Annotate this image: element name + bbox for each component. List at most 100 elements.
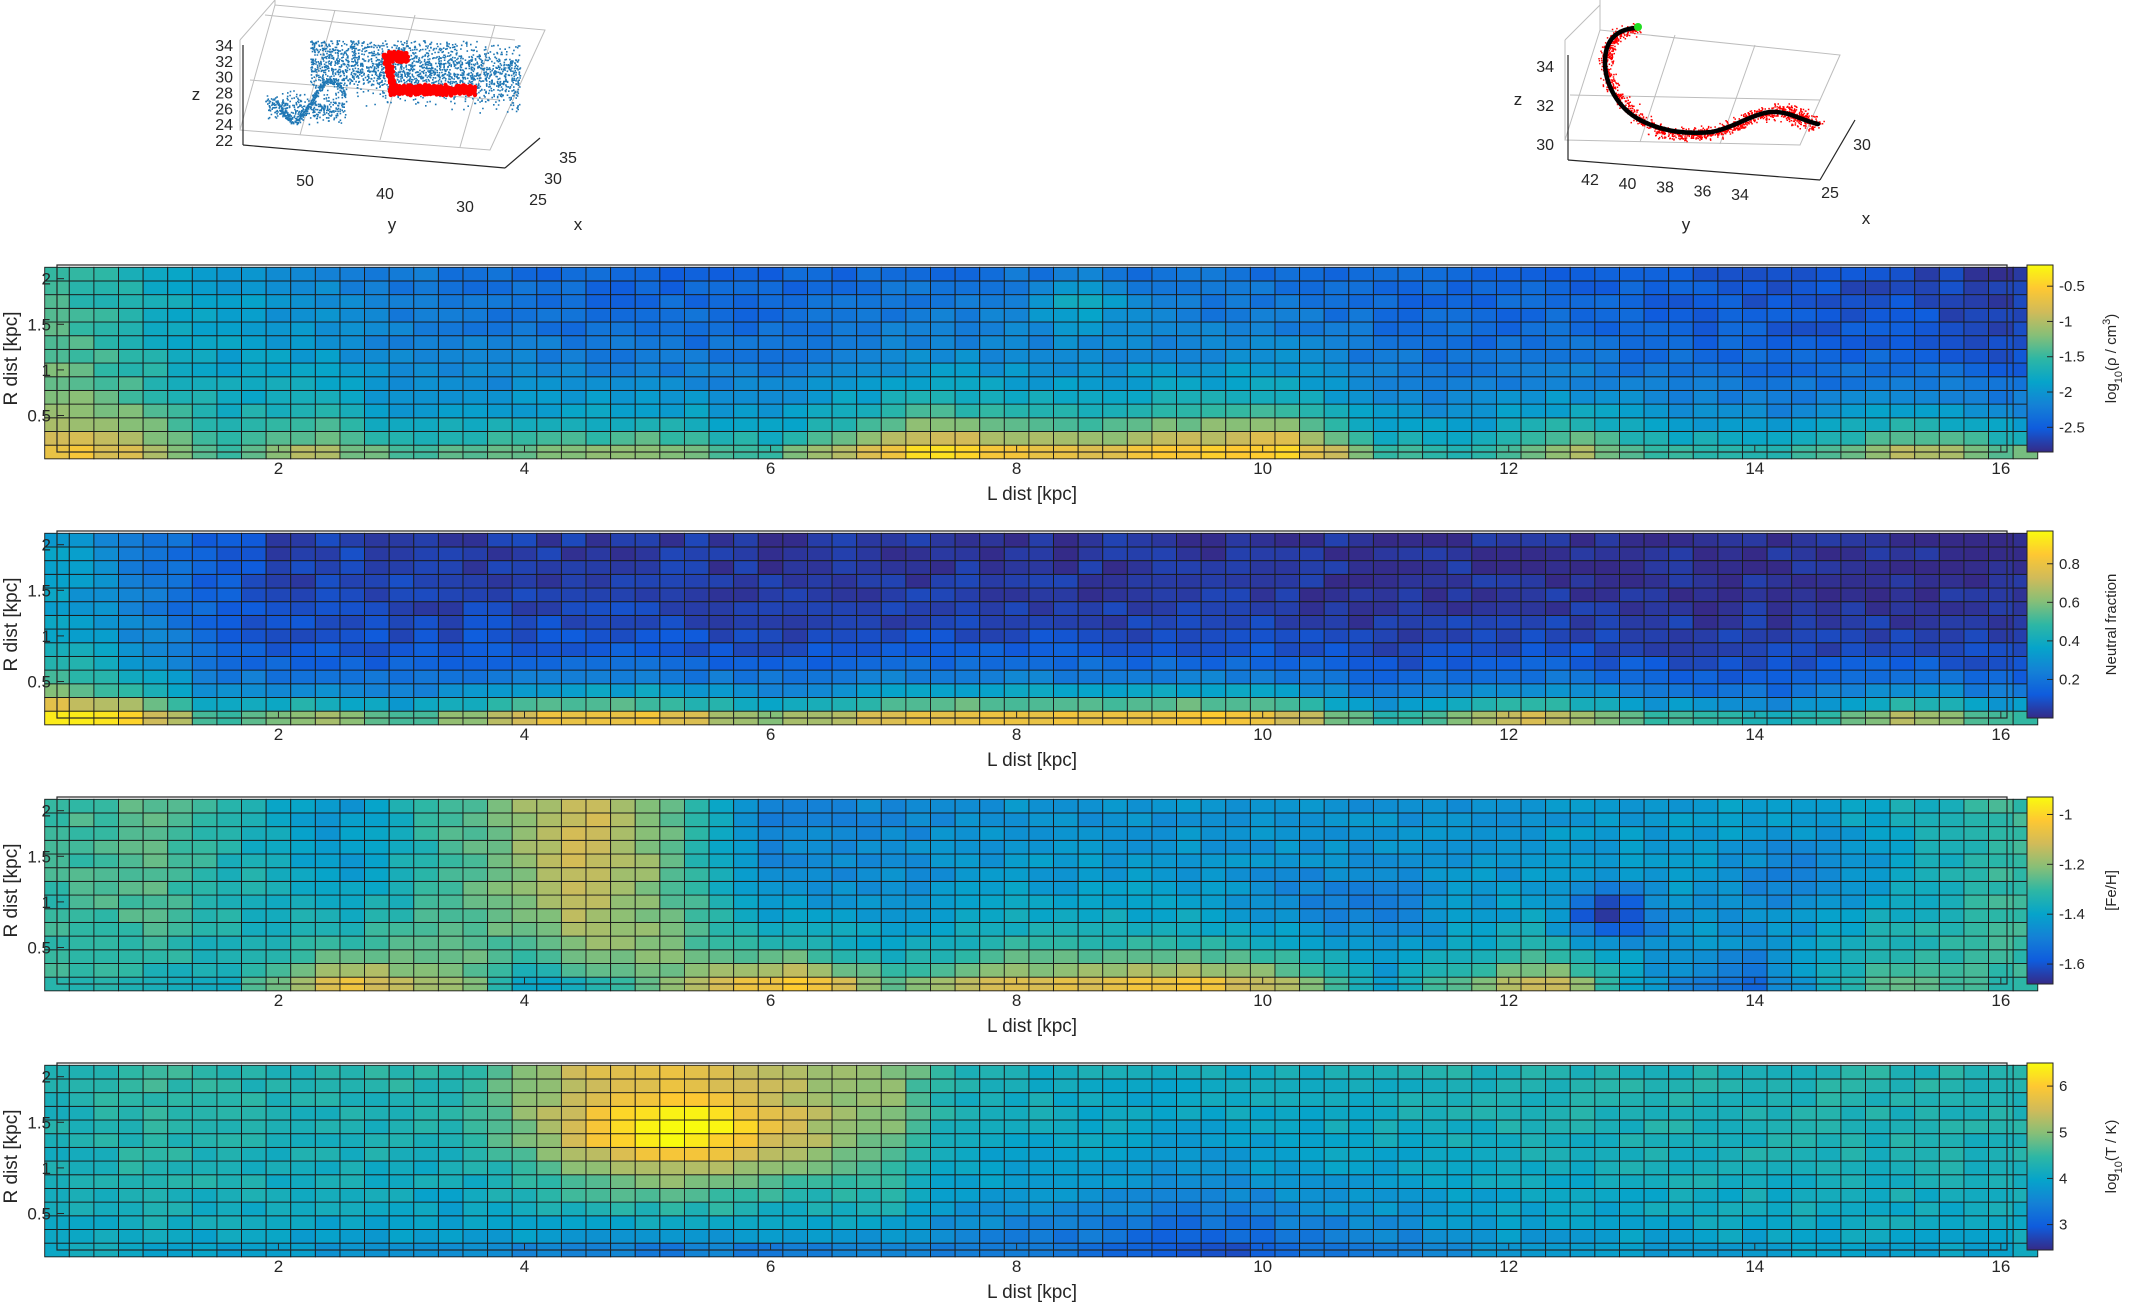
heatmap-cell <box>511 587 538 603</box>
heatmap-cell <box>1938 280 1965 296</box>
heatmap-cell <box>68 812 95 828</box>
heatmap-cell <box>364 1187 390 1203</box>
heatmap-cell <box>1889 560 1916 575</box>
x-tick-label: 4 <box>520 725 529 744</box>
heatmap-cell <box>1569 1092 1596 1107</box>
heatmap-cell <box>1865 362 1891 378</box>
heatmap-cell <box>462 655 489 671</box>
heatmap-cell <box>68 839 95 855</box>
heatmap-cell <box>585 1215 612 1230</box>
heatmap-cell <box>1102 839 1128 855</box>
heatmap-cell <box>1053 560 1079 575</box>
heatmap-cell <box>68 266 95 282</box>
heatmap-cell <box>708 963 735 978</box>
heatmap-cell <box>1791 628 1817 644</box>
heatmap-cell <box>708 1119 735 1135</box>
heatmap-cell <box>1495 880 1522 896</box>
heatmap-cell <box>241 348 267 364</box>
heatmap-cell <box>634 683 661 698</box>
heatmap-cell <box>1742 1174 1768 1189</box>
heatmap-cell <box>683 628 710 644</box>
heatmap-cell <box>241 1064 267 1080</box>
heatmap-cell <box>1791 812 1817 828</box>
heatmap-cell <box>1348 294 1374 309</box>
heatmap-cell <box>1815 894 1842 910</box>
heatmap-cell <box>954 1215 981 1230</box>
heatmap-cell <box>1963 853 1989 869</box>
heatmap-cell <box>1938 1064 1965 1080</box>
heatmap-cell <box>1348 1133 1374 1148</box>
heatmap-cell <box>1594 683 1620 698</box>
y-tick-label: 1.5 <box>27 1113 51 1132</box>
heatmap-cell <box>1372 963 1399 978</box>
heatmap-cell <box>733 546 759 562</box>
heatmap-cell <box>462 266 489 282</box>
heatmap-cell <box>757 935 784 951</box>
heatmap-cell <box>733 921 759 937</box>
heatmap-cell <box>954 853 981 869</box>
heatmap-cell <box>241 1105 267 1121</box>
heatmap-cell <box>560 587 587 603</box>
heatmap-cell <box>1668 417 1694 432</box>
heatmap-cell <box>1766 280 1793 296</box>
heatmap-cell <box>708 1201 735 1217</box>
x-tick-label: 4 <box>520 459 529 478</box>
heatmap-cell <box>757 1146 784 1162</box>
heatmap-cell <box>487 1105 513 1121</box>
heatmap-cell <box>1742 1146 1768 1162</box>
heatmap-cell <box>585 1105 612 1121</box>
heatmap-cell <box>1914 908 1940 923</box>
heatmap-cell <box>905 880 931 896</box>
heatmap-cell <box>1299 335 1325 350</box>
heatmap-cell <box>1003 294 1030 309</box>
heatmap-cell <box>782 307 808 323</box>
heatmap-cell <box>339 403 366 419</box>
scatter-selected-filament <box>381 49 478 98</box>
heatmap-cell <box>733 403 759 419</box>
heatmap-cell <box>1274 935 1301 951</box>
heatmap-cell <box>339 376 366 391</box>
heatmap-cell <box>290 348 316 364</box>
heatmap-cell <box>634 587 661 603</box>
heatmap-cell <box>1495 362 1522 378</box>
heatmap-cell <box>757 949 784 964</box>
heatmap-cell <box>290 628 316 644</box>
heatmap-cell <box>1840 321 1866 337</box>
heatmap-cell <box>757 963 784 978</box>
heatmap-cell <box>782 683 808 698</box>
heatmap-cell <box>1865 321 1891 337</box>
heatmap-cell <box>1397 376 1424 391</box>
heatmap-cell <box>856 1229 882 1244</box>
heatmap-cell <box>807 307 833 323</box>
heatmap-cell <box>364 1119 390 1135</box>
heatmap-cell <box>536 853 562 869</box>
heatmap-cell <box>634 1229 661 1244</box>
heatmap-cell <box>216 573 243 589</box>
heatmap-cell <box>1988 335 2014 350</box>
heatmap-cell <box>1200 266 1227 282</box>
heatmap-cell <box>167 853 193 869</box>
heatmap-cell <box>1545 867 1571 882</box>
scatter-red-points <box>381 49 478 98</box>
heatmap-cell <box>1053 935 1079 951</box>
heatmap-cell <box>807 1201 833 1217</box>
heatmap-cell <box>1323 894 1350 910</box>
heatmap-cell <box>1938 655 1965 671</box>
heatmap-cell <box>1422 335 1448 350</box>
axis-label-z: z <box>192 85 201 104</box>
heatmap-cell <box>683 642 710 657</box>
heatmap-cell <box>1717 1064 1743 1080</box>
heatmap-cell <box>782 826 808 841</box>
heatmap-cell <box>1569 294 1596 309</box>
heatmap-cell <box>1889 601 1916 616</box>
heatmap-cell <box>1225 417 1251 432</box>
heatmap-cell <box>560 1160 587 1176</box>
heatmap-cell <box>93 812 119 828</box>
heatmap-cell <box>1791 697 1817 712</box>
heatmap-cell <box>1372 655 1399 671</box>
heatmap-cell <box>1003 683 1030 698</box>
heatmap-cell <box>1938 587 1965 603</box>
heatmap-cell <box>610 321 636 337</box>
heatmap-cell <box>290 362 316 378</box>
